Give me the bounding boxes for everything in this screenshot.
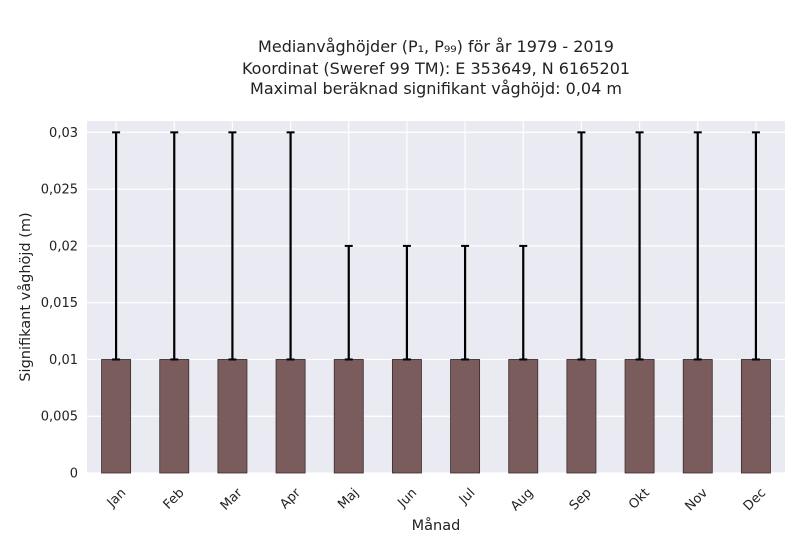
bar-jun bbox=[391, 359, 422, 474]
y-tick-label: 0,025 bbox=[41, 183, 78, 198]
x-tick-label-okt: Okt bbox=[626, 486, 653, 513]
bar-maj bbox=[333, 359, 364, 474]
error-bar-apr bbox=[286, 131, 295, 361]
chart-title-line-2: Koordinat (Sweref 99 TM): E 353649, N 61… bbox=[242, 59, 630, 78]
bar-aug bbox=[508, 359, 539, 474]
bar-mar bbox=[217, 359, 248, 474]
x-tick-label-mar: Mar bbox=[218, 485, 246, 513]
error-bar-jan bbox=[112, 131, 121, 361]
error-bar-feb bbox=[170, 131, 179, 361]
bar-nov bbox=[682, 359, 713, 474]
x-tick-label-feb: Feb bbox=[161, 486, 188, 513]
chart-title-line-3: Maximal beräknad signifikant våghöjd: 0,… bbox=[250, 79, 622, 98]
bar-dec bbox=[740, 359, 771, 474]
y-tick-label: 0,015 bbox=[41, 296, 78, 311]
x-tick-label-dec: Dec bbox=[741, 486, 769, 514]
bar-feb bbox=[159, 359, 190, 474]
chart-title-line-1: Medianvåghöjder (P₁, P₉₉) för år 1979 - … bbox=[258, 37, 614, 56]
error-bar-sep bbox=[577, 131, 586, 361]
y-tick-label: 0 bbox=[70, 467, 78, 482]
x-tick-label-sep: Sep bbox=[567, 486, 595, 514]
x-tick-label-apr: Apr bbox=[277, 485, 304, 512]
x-axis-label: Månad bbox=[412, 517, 461, 534]
y-axis-label: Signifikant våghöjd (m) bbox=[17, 212, 34, 381]
plot-area bbox=[87, 121, 785, 473]
x-tick-label-maj: Maj bbox=[335, 486, 362, 513]
x-tick-label-aug: Aug bbox=[508, 486, 537, 515]
x-tick-label-jul: Jul bbox=[456, 486, 478, 508]
error-bar-mar bbox=[228, 131, 237, 361]
error-bar-nov bbox=[693, 131, 702, 361]
error-bar-maj bbox=[344, 244, 353, 361]
error-bar-dec bbox=[751, 131, 760, 361]
x-tick-label-jun: Jun bbox=[395, 486, 421, 512]
y-tick-label: 0,01 bbox=[49, 353, 78, 368]
error-bar-okt bbox=[635, 131, 644, 361]
error-bars bbox=[112, 131, 760, 361]
bar-jul bbox=[450, 359, 481, 474]
y-tick-label: 0,03 bbox=[49, 126, 78, 141]
y-tick-labels: 0 0,005 0,01 0,015 0,02 0,025 0,03 bbox=[41, 126, 78, 482]
bar-okt bbox=[624, 359, 655, 474]
bar-sep bbox=[566, 359, 597, 474]
error-bar-jun bbox=[402, 244, 411, 361]
x-tick-label-nov: Nov bbox=[682, 485, 711, 514]
bar-jan bbox=[101, 359, 132, 474]
bar-apr bbox=[275, 359, 306, 474]
x-tick-labels: Jan Feb Mar Apr Maj Jun Jul Aug Sep Okt Nov Dec bbox=[104, 485, 769, 514]
y-tick-label: 0,005 bbox=[41, 410, 78, 425]
y-tick-label: 0,02 bbox=[49, 239, 78, 254]
error-bar-jul bbox=[461, 244, 470, 361]
error-bar-aug bbox=[519, 244, 528, 361]
x-tick-label-jan: Jan bbox=[104, 486, 129, 511]
